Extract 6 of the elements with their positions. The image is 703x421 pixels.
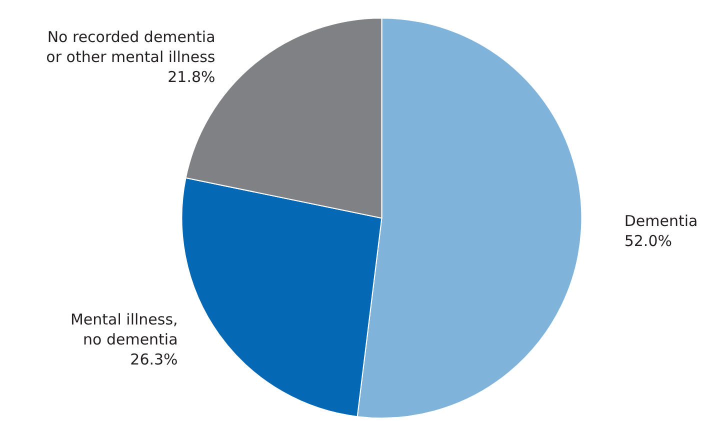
slice-label: No recorded dementia or other mental illness <box>46 28 216 66</box>
data-label: 21.8% <box>168 68 216 86</box>
slice-label: Dementia <box>624 212 698 230</box>
data-label: 52.0% <box>624 232 672 250</box>
slice-label: Mental illness, no dementia <box>70 310 178 348</box>
data-label: 26.3% <box>130 350 178 368</box>
